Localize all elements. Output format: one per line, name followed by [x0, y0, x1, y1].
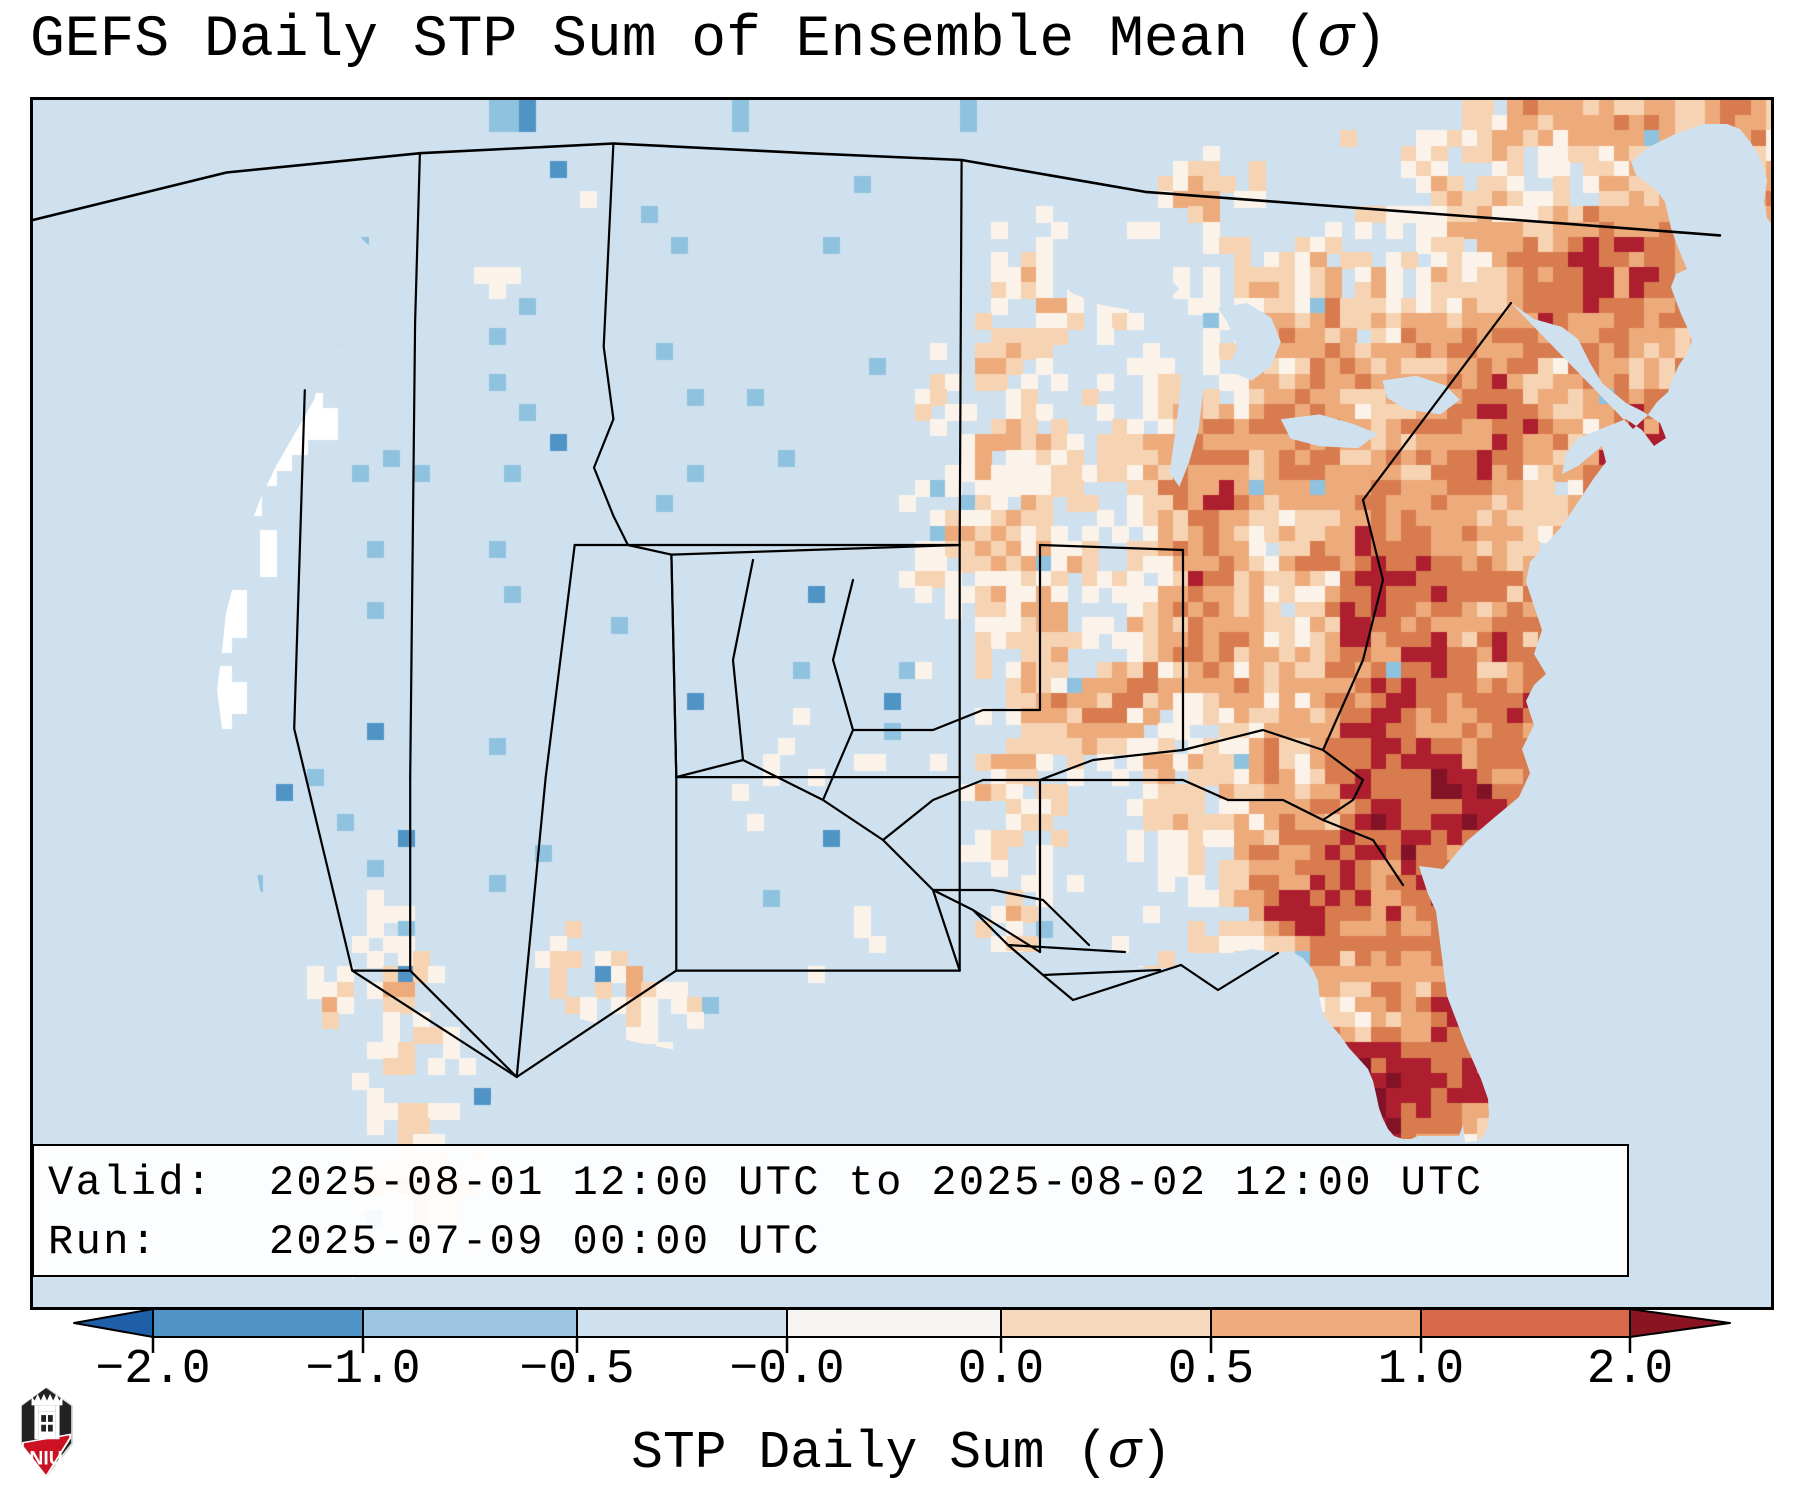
svg-text:NIU: NIU — [29, 1448, 62, 1469]
